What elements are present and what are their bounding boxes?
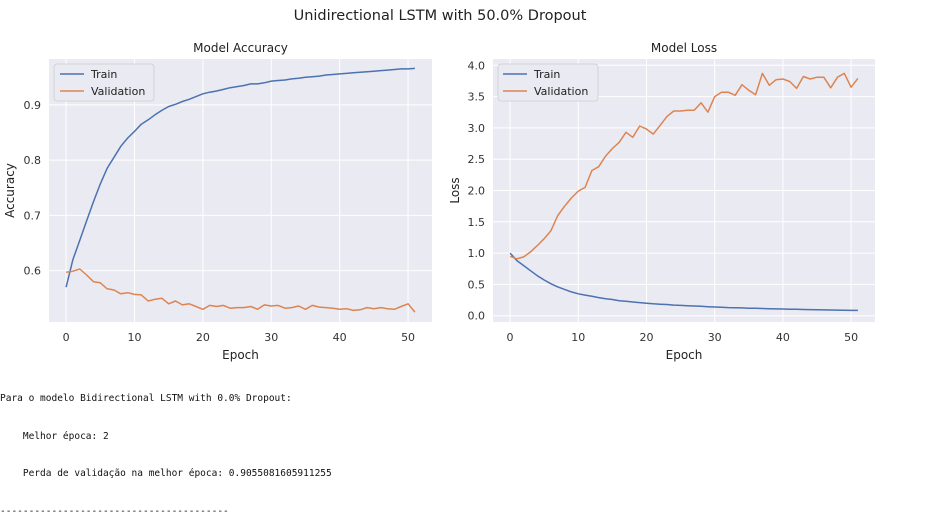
loss-title: Model Loss [651, 41, 717, 55]
loss-xtick-label: 10 [571, 331, 585, 344]
loss-legend-train-label: Train [533, 68, 560, 81]
accuracy-validation-line [65, 268, 416, 313]
accuracy-series [65, 67, 416, 313]
loss-xlabel: Epoch [666, 348, 703, 362]
loss-validation-line [509, 72, 859, 260]
accuracy-xtick-label: 20 [196, 331, 210, 344]
loss-ytick-label: 1.5 [468, 216, 486, 229]
loss-ytick-label: 2.0 [468, 185, 486, 198]
console-line-model: Para o modelo Bidirectional LSTM with 0.… [0, 393, 292, 404]
accuracy-ytick-label: 0.7 [24, 209, 42, 222]
accuracy-title: Model Accuracy [193, 41, 288, 55]
accuracy-plot-area [49, 59, 432, 322]
loss-ytick-label: 3.0 [468, 122, 486, 135]
loss-ticks: 0 10 20 30 40 50 0.0 0.5 1.0 1.5 2.0 2.5 3.0 3.5 4.0 [468, 59, 859, 344]
loss-ytick-label: 1.0 [468, 247, 486, 260]
accuracy-xtick-label: 40 [333, 331, 347, 344]
accuracy-xtick-label: 50 [401, 331, 415, 344]
loss-xtick-label: 20 [639, 331, 653, 344]
loss-ytick-label: 0.0 [468, 310, 486, 323]
accuracy-ytick-label: 0.8 [24, 154, 42, 167]
loss-ytick-label: 2.5 [468, 153, 486, 166]
accuracy-ytick-label: 0.9 [24, 99, 42, 112]
accuracy-xtick-label: 10 [127, 331, 141, 344]
accuracy-chart: 0 10 20 30 40 50 0.6 0.7 0.8 0.9 Model Accuracy E… [3, 41, 432, 362]
loss-ytick-label: 4.0 [468, 59, 486, 72]
accuracy-ylabel: Accuracy [3, 163, 17, 218]
loss-xtick-label: 30 [708, 331, 722, 344]
accuracy-legend: Train Validation [53, 63, 155, 102]
accuracy-legend-validation-label: Validation [91, 85, 145, 98]
loss-legend-validation-label: Validation [534, 85, 588, 98]
accuracy-legend-train-label: Train [90, 68, 117, 81]
accuracy-xlabel: Epoch [222, 348, 259, 362]
accuracy-ticks: 0 10 20 30 40 50 0.6 0.7 0.8 0.9 [24, 99, 416, 344]
console-line-best-loss: Perda de validação na melhor época: 0.90… [0, 468, 332, 479]
loss-chart: 0 10 20 30 40 50 0.0 0.5 1.0 1.5 2.0 2.5 3.0 3.5 4.0 M… [448, 41, 875, 362]
loss-grid [493, 59, 875, 322]
console-output: Para o modelo Bidirectional LSTM with 0.… [0, 368, 332, 531]
loss-ytick-label: 3.5 [468, 91, 486, 104]
figure: Unidirectional LSTM with 50.0% Dropout 0… [3, 8, 875, 362]
accuracy-ytick-label: 0.6 [24, 265, 42, 278]
console-separator: ---------------------------------------- [0, 505, 229, 517]
loss-xtick-label: 0 [507, 331, 514, 344]
loss-ytick-label: 0.5 [468, 278, 486, 291]
accuracy-xtick-label: 30 [264, 331, 278, 344]
accuracy-train-line [65, 67, 415, 288]
loss-series [509, 72, 859, 312]
accuracy-xtick-label: 0 [63, 331, 70, 344]
loss-xtick-label: 50 [844, 331, 858, 344]
loss-train-line [509, 252, 858, 312]
loss-ylabel: Loss [448, 177, 462, 203]
console-line-best-epoch: Melhor época: 2 [0, 430, 109, 442]
loss-legend: Train Validation [497, 63, 599, 102]
figure-title: Unidirectional LSTM with 50.0% Dropout [294, 8, 587, 24]
loss-xtick-label: 40 [776, 331, 790, 344]
